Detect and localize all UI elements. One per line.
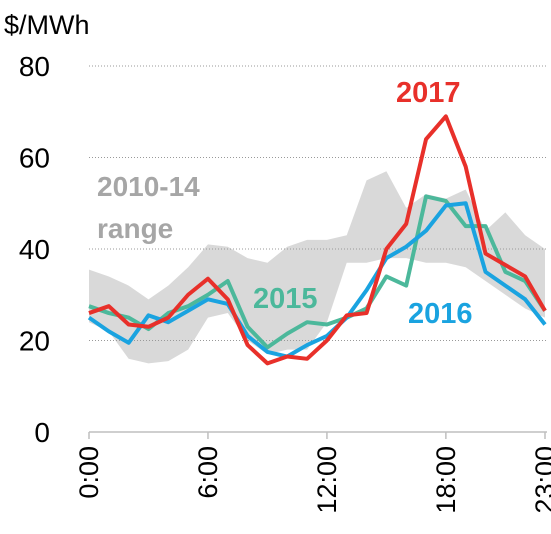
x-tick-label: 6:00 [193, 446, 223, 499]
x-tick-label: 18:00 [431, 446, 461, 514]
y-tick-label: 80 [19, 51, 50, 82]
series-label: 2017 [396, 77, 461, 109]
band-label: 2010-14 [97, 171, 200, 202]
series-label: 2015 [253, 283, 318, 315]
y-axis-label: $/MWh [4, 10, 90, 40]
x-tick-label: 0:00 [74, 446, 104, 499]
series-line [88, 194, 547, 350]
y-tick-label: 60 [19, 143, 50, 174]
y-tick-label: 0 [34, 417, 50, 448]
x-tick-label: 12:00 [312, 446, 342, 514]
range-band [89, 171, 545, 364]
y-tick-label: 40 [19, 234, 50, 265]
x-tick-label: 23:00 [530, 446, 551, 514]
band-label: range [97, 213, 173, 244]
series-line [88, 114, 547, 366]
y-tick-label: 20 [19, 326, 50, 357]
series-label: 2016 [408, 298, 473, 330]
